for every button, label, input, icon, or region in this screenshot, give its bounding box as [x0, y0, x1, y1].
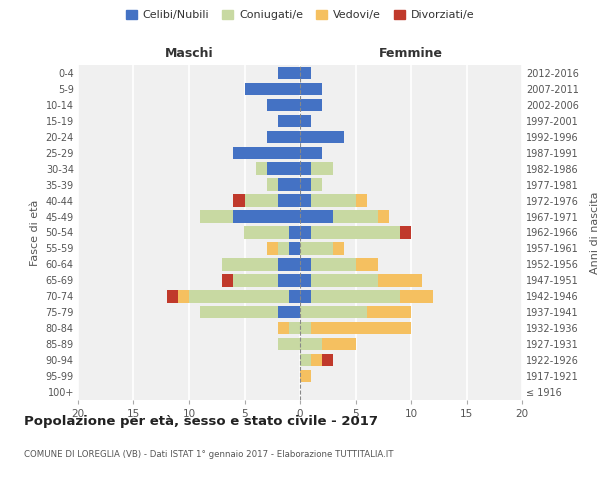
Bar [300, 98, 322, 111]
Bar [278, 258, 300, 270]
Bar [300, 114, 311, 127]
Bar [233, 194, 245, 207]
Bar [300, 194, 311, 207]
Bar [300, 130, 344, 143]
Bar [233, 274, 278, 286]
Bar [311, 274, 378, 286]
Bar [300, 242, 334, 254]
Bar [356, 194, 367, 207]
Bar [300, 338, 322, 350]
Bar [267, 162, 300, 175]
Bar [178, 290, 189, 302]
Bar [300, 370, 311, 382]
Bar [267, 98, 300, 111]
Legend: Celibi/Nubili, Coniugati/e, Vedovi/e, Divorziati/e: Celibi/Nubili, Coniugati/e, Vedovi/e, Di… [121, 6, 479, 25]
Bar [267, 178, 278, 191]
Bar [245, 82, 300, 95]
Bar [300, 146, 322, 159]
Text: COMUNE DI LOREGLIA (VB) - Dati ISTAT 1° gennaio 2017 - Elaborazione TUTTITALIA.I: COMUNE DI LOREGLIA (VB) - Dati ISTAT 1° … [24, 450, 394, 459]
Bar [300, 354, 311, 366]
Bar [400, 226, 411, 238]
Bar [311, 194, 356, 207]
Bar [334, 210, 378, 223]
Bar [367, 306, 411, 318]
Bar [233, 210, 300, 223]
Bar [278, 194, 300, 207]
Text: Popolazione per età, sesso e stato civile - 2017: Popolazione per età, sesso e stato civil… [24, 415, 378, 428]
Bar [311, 258, 356, 270]
Bar [300, 210, 334, 223]
Bar [200, 306, 278, 318]
Bar [300, 258, 311, 270]
Bar [400, 290, 433, 302]
Bar [356, 258, 378, 270]
Bar [200, 210, 233, 223]
Bar [278, 178, 300, 191]
Bar [278, 338, 300, 350]
Bar [289, 226, 300, 238]
Bar [334, 242, 344, 254]
Bar [322, 338, 356, 350]
Bar [256, 162, 267, 175]
Bar [278, 322, 289, 334]
Bar [311, 290, 400, 302]
Bar [300, 274, 311, 286]
Text: Femmine: Femmine [379, 47, 443, 60]
Bar [223, 274, 233, 286]
Bar [278, 114, 300, 127]
Bar [189, 290, 289, 302]
Bar [278, 242, 289, 254]
Bar [378, 210, 389, 223]
Bar [311, 162, 334, 175]
Bar [311, 322, 411, 334]
Text: Maschi: Maschi [164, 47, 214, 60]
Bar [311, 226, 400, 238]
Bar [278, 274, 300, 286]
Bar [300, 226, 311, 238]
Bar [245, 194, 278, 207]
Bar [311, 354, 322, 366]
Bar [300, 178, 311, 191]
Bar [267, 130, 300, 143]
Bar [223, 258, 278, 270]
Bar [322, 354, 334, 366]
Bar [300, 290, 311, 302]
Bar [167, 290, 178, 302]
Bar [311, 178, 322, 191]
Bar [300, 82, 322, 95]
Y-axis label: Anni di nascita: Anni di nascita [590, 191, 600, 274]
Bar [300, 67, 311, 79]
Bar [378, 274, 422, 286]
Bar [300, 306, 367, 318]
Bar [300, 322, 311, 334]
Bar [233, 146, 300, 159]
Bar [289, 290, 300, 302]
Bar [278, 306, 300, 318]
Bar [278, 67, 300, 79]
Bar [289, 242, 300, 254]
Bar [300, 162, 311, 175]
Bar [289, 322, 300, 334]
Bar [267, 242, 278, 254]
Bar [245, 226, 289, 238]
Y-axis label: Fasce di età: Fasce di età [30, 200, 40, 266]
